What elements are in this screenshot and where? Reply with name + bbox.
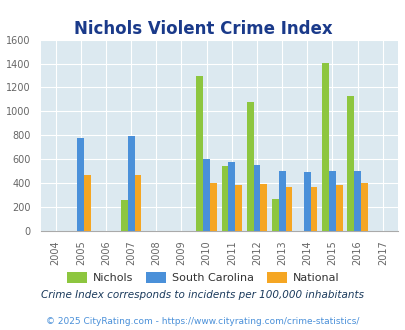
- Bar: [128, 136, 134, 231]
- Text: Crime Index corresponds to incidents per 100,000 inhabitants: Crime Index corresponds to incidents per…: [41, 290, 364, 300]
- Legend: Nichols, South Carolina, National: Nichols, South Carolina, National: [62, 268, 343, 288]
- Bar: [360, 183, 367, 231]
- Bar: [77, 138, 84, 231]
- Bar: [328, 171, 335, 231]
- Bar: [260, 183, 266, 231]
- Bar: [285, 187, 292, 231]
- Bar: [310, 187, 317, 231]
- Bar: [234, 185, 241, 231]
- Bar: [253, 165, 260, 231]
- Bar: [347, 96, 353, 231]
- Bar: [322, 63, 328, 231]
- Bar: [246, 102, 253, 231]
- Bar: [121, 201, 128, 231]
- Bar: [134, 175, 141, 231]
- Bar: [209, 183, 216, 231]
- Bar: [84, 175, 91, 231]
- Bar: [196, 76, 203, 231]
- Bar: [271, 199, 278, 231]
- Bar: [203, 159, 209, 231]
- Text: Nichols Violent Crime Index: Nichols Violent Crime Index: [73, 20, 332, 38]
- Bar: [278, 171, 285, 231]
- Bar: [228, 162, 234, 231]
- Bar: [353, 171, 360, 231]
- Bar: [335, 185, 342, 231]
- Bar: [303, 172, 310, 231]
- Bar: [221, 166, 228, 231]
- Text: © 2025 CityRating.com - https://www.cityrating.com/crime-statistics/: © 2025 CityRating.com - https://www.city…: [46, 317, 359, 326]
